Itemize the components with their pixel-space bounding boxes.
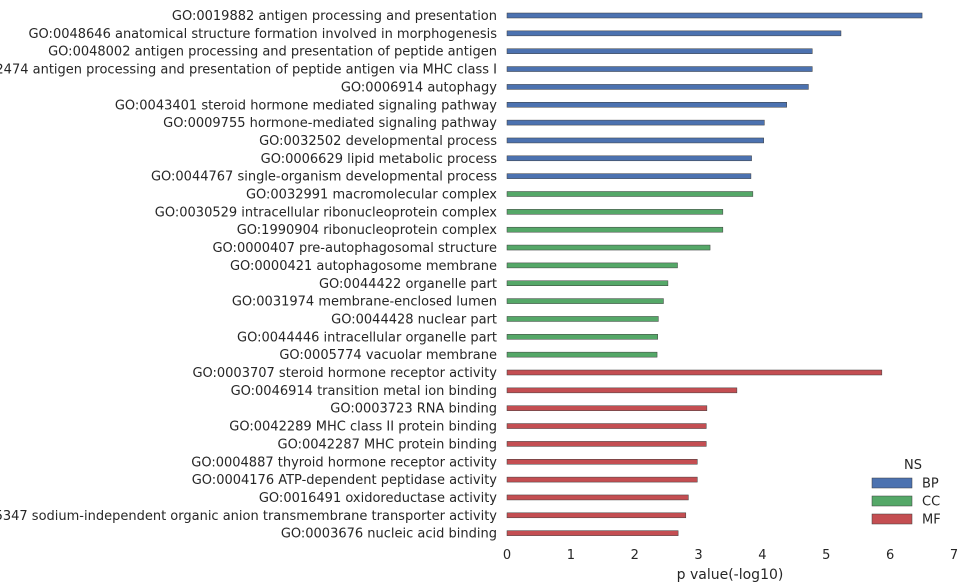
category-label: GO:0003676 nucleic acid binding: [281, 527, 497, 542]
x-axis: 0 1 2 3 4 5 6 7: [503, 548, 958, 563]
category-label: GO:0044422 organelle part: [319, 277, 497, 292]
bar-mf: [506, 476, 698, 483]
category-label: GO:0048002 antigen processing and presen…: [48, 45, 497, 60]
category-label: GO:0006914 autophagy: [341, 80, 497, 95]
category-label: GO:0042289 MHC class II protein binding: [229, 420, 497, 435]
category-label: GO:1990904 ribonucleoprotein complex: [237, 223, 498, 238]
legend-title: NS: [904, 458, 922, 473]
x-tick-label: 3: [694, 548, 702, 563]
category-label: GO:0003707 steroid hormone receptor acti…: [192, 366, 497, 381]
legend-label-bp: BP: [922, 477, 939, 492]
category-label: GO:0006629 lipid metabolic process: [261, 152, 498, 167]
bar-cc: [506, 226, 724, 233]
legend-swatch-cc: [871, 495, 913, 507]
bar-mf: [506, 459, 698, 465]
x-tick-label: 2: [631, 548, 639, 563]
category-label: GO:0000407 pre-autophagosomal structure: [212, 241, 497, 256]
bar-bp: [506, 119, 765, 126]
bar-mf: [506, 512, 687, 519]
legend-swatch-bp: [871, 477, 913, 489]
legend: NS BP CC MF: [871, 458, 941, 528]
bar-mf: [506, 441, 707, 447]
bar-bp: [506, 48, 813, 54]
bar-bp: [506, 102, 787, 108]
legend-swatch-mf: [871, 513, 913, 525]
category-labels: GO:0019882 antigen processing and presen…: [0, 9, 497, 542]
category-label: GO:0043401 steroid hormone mediated sign…: [115, 98, 497, 113]
bar-bp: [506, 137, 764, 144]
x-tick-label: 4: [758, 548, 766, 563]
bar-mf: [506, 494, 689, 501]
x-tick-label: 1: [567, 548, 575, 563]
legend-label-mf: MF: [922, 513, 941, 528]
bar-bp: [506, 155, 752, 162]
x-tick-label: 0: [503, 548, 511, 563]
category-label: GO:0044446 intracellular organelle part: [237, 330, 497, 345]
category-label: GO:0002474 antigen processing and presen…: [0, 63, 497, 78]
category-label: GO:0048646 anatomical structure formatio…: [28, 27, 497, 42]
bar-bp: [506, 84, 809, 90]
bar-bp: [506, 173, 752, 179]
category-label: GO:0046914 transition metal ion binding: [231, 384, 497, 399]
category-label: GO:0032991 macromolecular complex: [246, 188, 497, 203]
x-axis-label: p value(-log10): [677, 567, 784, 583]
bar-cc: [506, 280, 669, 286]
bar-cc: [506, 298, 664, 304]
bar-mf: [506, 387, 738, 394]
x-tick-label: 6: [886, 548, 894, 563]
bar-cc: [506, 262, 678, 269]
category-label: GO:0042287 MHC protein binding: [278, 437, 498, 452]
category-label: GO:0031974 membrane-enclosed lumen: [232, 295, 497, 310]
bar-bp: [506, 12, 923, 19]
bar-cc: [506, 351, 658, 358]
legend-label-cc: CC: [922, 495, 940, 510]
category-label: GO:0044428 nuclear part: [331, 312, 497, 327]
category-label: GO:0005774 vacuolar membrane: [279, 348, 497, 363]
x-tick-label: 5: [822, 548, 830, 563]
bar-mf: [506, 423, 707, 429]
bar-cc: [506, 334, 658, 340]
x-tick-label: 7: [950, 548, 958, 563]
category-label: GO:0004887 thyroid hormone receptor acti…: [191, 455, 497, 470]
category-label: GO:0004176 ATP-dependent peptidase activ…: [192, 473, 498, 488]
bar-bp: [506, 30, 842, 37]
bar-cc: [506, 209, 724, 215]
category-label: GO:0044767 single-organism developmental…: [151, 170, 497, 185]
category-label: GO:0032502 developmental process: [259, 134, 497, 149]
bar-mf: [506, 369, 883, 376]
bar-mf: [506, 405, 708, 411]
category-label: GO:0016491 oxidoreductase activity: [259, 491, 497, 506]
category-label: GO:0009755 hormone-mediated signaling pa…: [163, 116, 497, 131]
category-label: GO:0019882 antigen processing and presen…: [172, 9, 497, 24]
category-label: GO:0015347 sodium-independent organic an…: [0, 509, 497, 524]
bars: [506, 12, 923, 536]
bar-bp: [506, 66, 813, 72]
category-label: GO:0000421 autophagosome membrane: [230, 259, 497, 274]
bar-mf: [506, 530, 679, 536]
category-label: GO:0030529 intracellular ribonucleoprote…: [155, 205, 498, 220]
category-label: GO:0003723 RNA binding: [330, 402, 497, 417]
bar-cc: [506, 191, 754, 197]
bar-cc: [506, 316, 659, 322]
bar-cc: [506, 244, 711, 251]
